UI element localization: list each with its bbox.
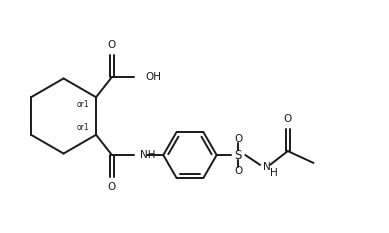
Text: S: S [235,148,242,161]
Text: or1: or1 [77,123,89,132]
Text: or1: or1 [77,100,89,109]
Text: OH: OH [145,72,161,82]
Text: H: H [270,168,278,178]
Text: NH: NH [140,150,155,160]
Text: O: O [234,166,242,176]
Text: O: O [108,40,116,50]
Text: O: O [234,134,242,144]
Text: O: O [108,182,116,192]
Text: N: N [263,162,271,172]
Text: O: O [284,114,292,124]
